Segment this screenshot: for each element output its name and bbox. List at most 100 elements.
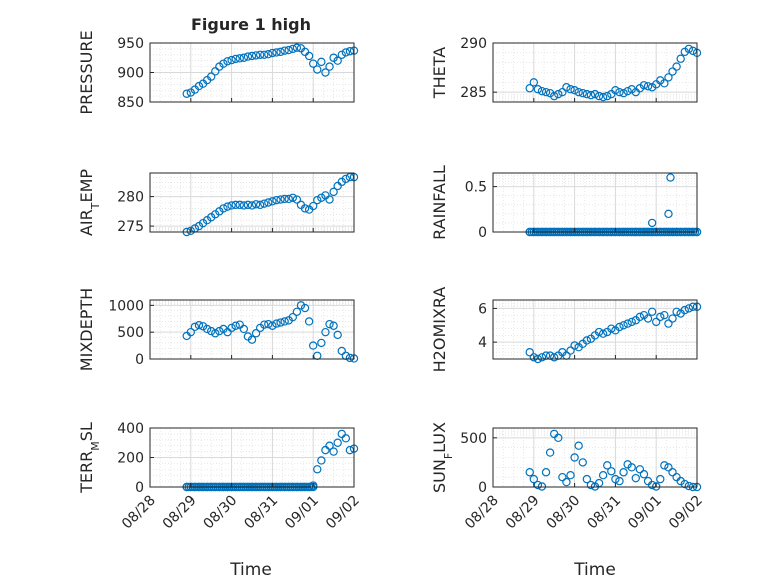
data-point [619,468,628,477]
data-point [341,434,351,443]
subplot-theta: 285 290 THETA [430,36,702,103]
y-tick-label: 200 [117,451,144,467]
xlabel-left: Time [229,560,272,580]
data-point [309,201,318,211]
series-markers [525,429,702,492]
data-point [631,473,641,483]
data-point [660,79,669,88]
data-point [627,463,636,472]
data-point [672,307,681,316]
data-point [676,54,685,63]
data-point [317,193,326,202]
data-point [247,201,257,210]
series-markers [182,301,359,363]
data-point [194,321,204,330]
data-point [260,199,269,208]
y-tick-labels: 285 290 [460,36,487,101]
data-point [300,204,310,213]
data-point [574,441,583,450]
y-tick-labels: 00.5 [465,180,487,241]
data-point [190,322,200,332]
data-point [680,479,689,489]
data-point [598,329,608,338]
y-tick-label: 0 [478,225,487,241]
data-point [341,174,351,184]
data-point [586,480,596,490]
data-point [333,438,342,447]
y-tick-label: 0 [135,352,144,368]
data-point [594,327,604,337]
data-point [235,54,244,63]
data-point [643,82,653,91]
y-tick-label: 500 [460,431,487,447]
data-point [264,319,273,329]
data-point [264,50,273,59]
data-point [607,467,616,476]
data-point [578,88,587,98]
y-tick-labels: 0 200 400 [117,421,144,496]
data-point [182,89,191,98]
data-point [211,329,220,338]
minor-grid [150,300,354,359]
y-tick-label: 6 [478,301,487,317]
data-point [529,474,539,484]
data-point [578,458,587,467]
axes-box [492,42,698,103]
data-point [582,336,592,345]
ylabel: MIXDEPTH [77,288,96,371]
data-point [668,314,677,323]
data-point [219,204,228,213]
data-point [255,50,265,60]
ylabel: TERRMSL [77,422,102,494]
data-point [186,327,195,337]
data-point [206,72,216,81]
data-point [574,87,583,97]
data-point [251,329,261,338]
y-tick-label: 500 [117,325,144,341]
data-point [554,89,563,99]
data-point [251,51,261,60]
data-point [647,307,657,316]
data-point [309,59,318,68]
data-point [280,194,289,204]
data-point [635,465,645,474]
data-point [529,353,539,362]
data-point [562,83,571,92]
data-point [545,448,555,457]
minor-grid [493,300,697,359]
data-point [223,57,232,66]
series-markers [525,44,702,102]
data-point [284,194,293,204]
data-point [598,92,608,102]
axes-box [149,172,355,233]
data-point [664,319,673,328]
data-point [586,90,596,100]
axes-box [492,172,698,233]
data-point [268,48,277,58]
data-point [570,341,579,350]
data-point [304,51,314,61]
data-point [664,209,673,219]
y-tick-label: 0.5 [465,180,487,196]
y-tick-label: 290 [460,36,487,52]
data-point [619,88,628,98]
data-point [309,341,318,350]
data-point [550,353,559,362]
data-point [227,201,236,210]
data-point [235,200,244,210]
data-point [341,48,351,57]
subplot-mixdepth: 0 500 1000 MIXDEPTH [77,288,359,371]
data-point [684,304,694,313]
ylabel-main: AIR [77,209,96,236]
data-point [272,195,281,205]
data-point [684,481,694,491]
data-point [329,321,338,330]
ylabel: AIRTEMP [77,169,102,236]
minor-grid [150,428,354,487]
data-point [623,319,632,328]
ylabel: RAINFALL [430,165,449,240]
data-point [272,48,281,57]
data-point [325,62,334,71]
data-point [280,46,289,55]
